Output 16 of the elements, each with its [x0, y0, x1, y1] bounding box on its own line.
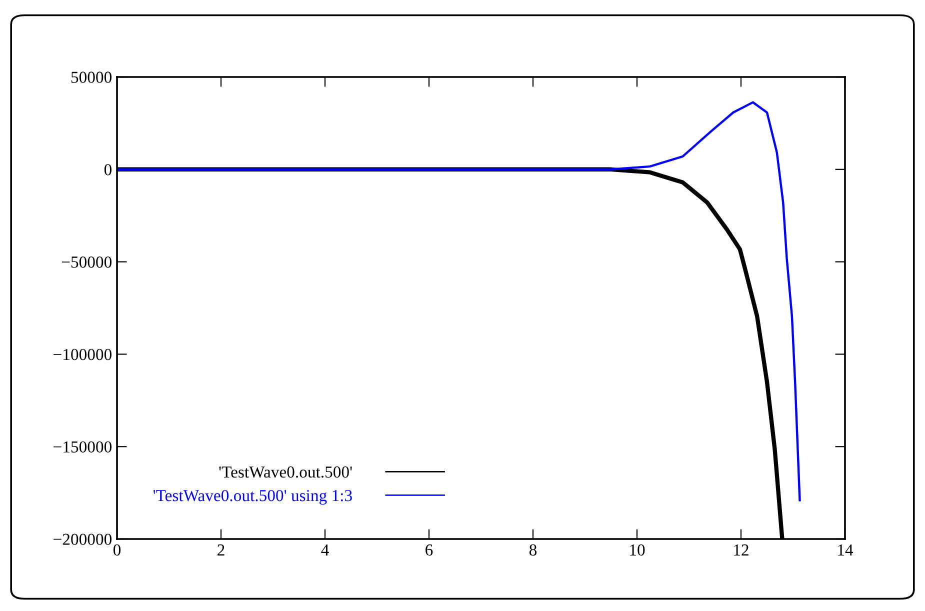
- x-tick-label: 8: [529, 544, 537, 556]
- x-tick-label: 14: [838, 544, 854, 556]
- legend-label: 'TestWave0.out.500': [219, 466, 352, 478]
- legend-label: 'TestWave0.out.500' using 1:3: [154, 490, 352, 505]
- y-tick-label: 0: [104, 164, 112, 176]
- x-tick-label: 2: [218, 544, 224, 556]
- x-tick-label: 12: [734, 544, 748, 556]
- x-tick-label: 6: [426, 544, 433, 556]
- y-tick-label: −50000: [62, 256, 112, 268]
- y-tick-label: −200000: [54, 534, 112, 545]
- y-tick-label: −100000: [54, 348, 112, 360]
- x-tick-label: 4: [321, 544, 329, 556]
- x-tick-label: 0: [113, 544, 121, 556]
- x-tick-label: 10: [630, 544, 645, 556]
- y-tick-label: −150000: [54, 441, 112, 453]
- y-tick-label: 50000: [71, 72, 112, 83]
